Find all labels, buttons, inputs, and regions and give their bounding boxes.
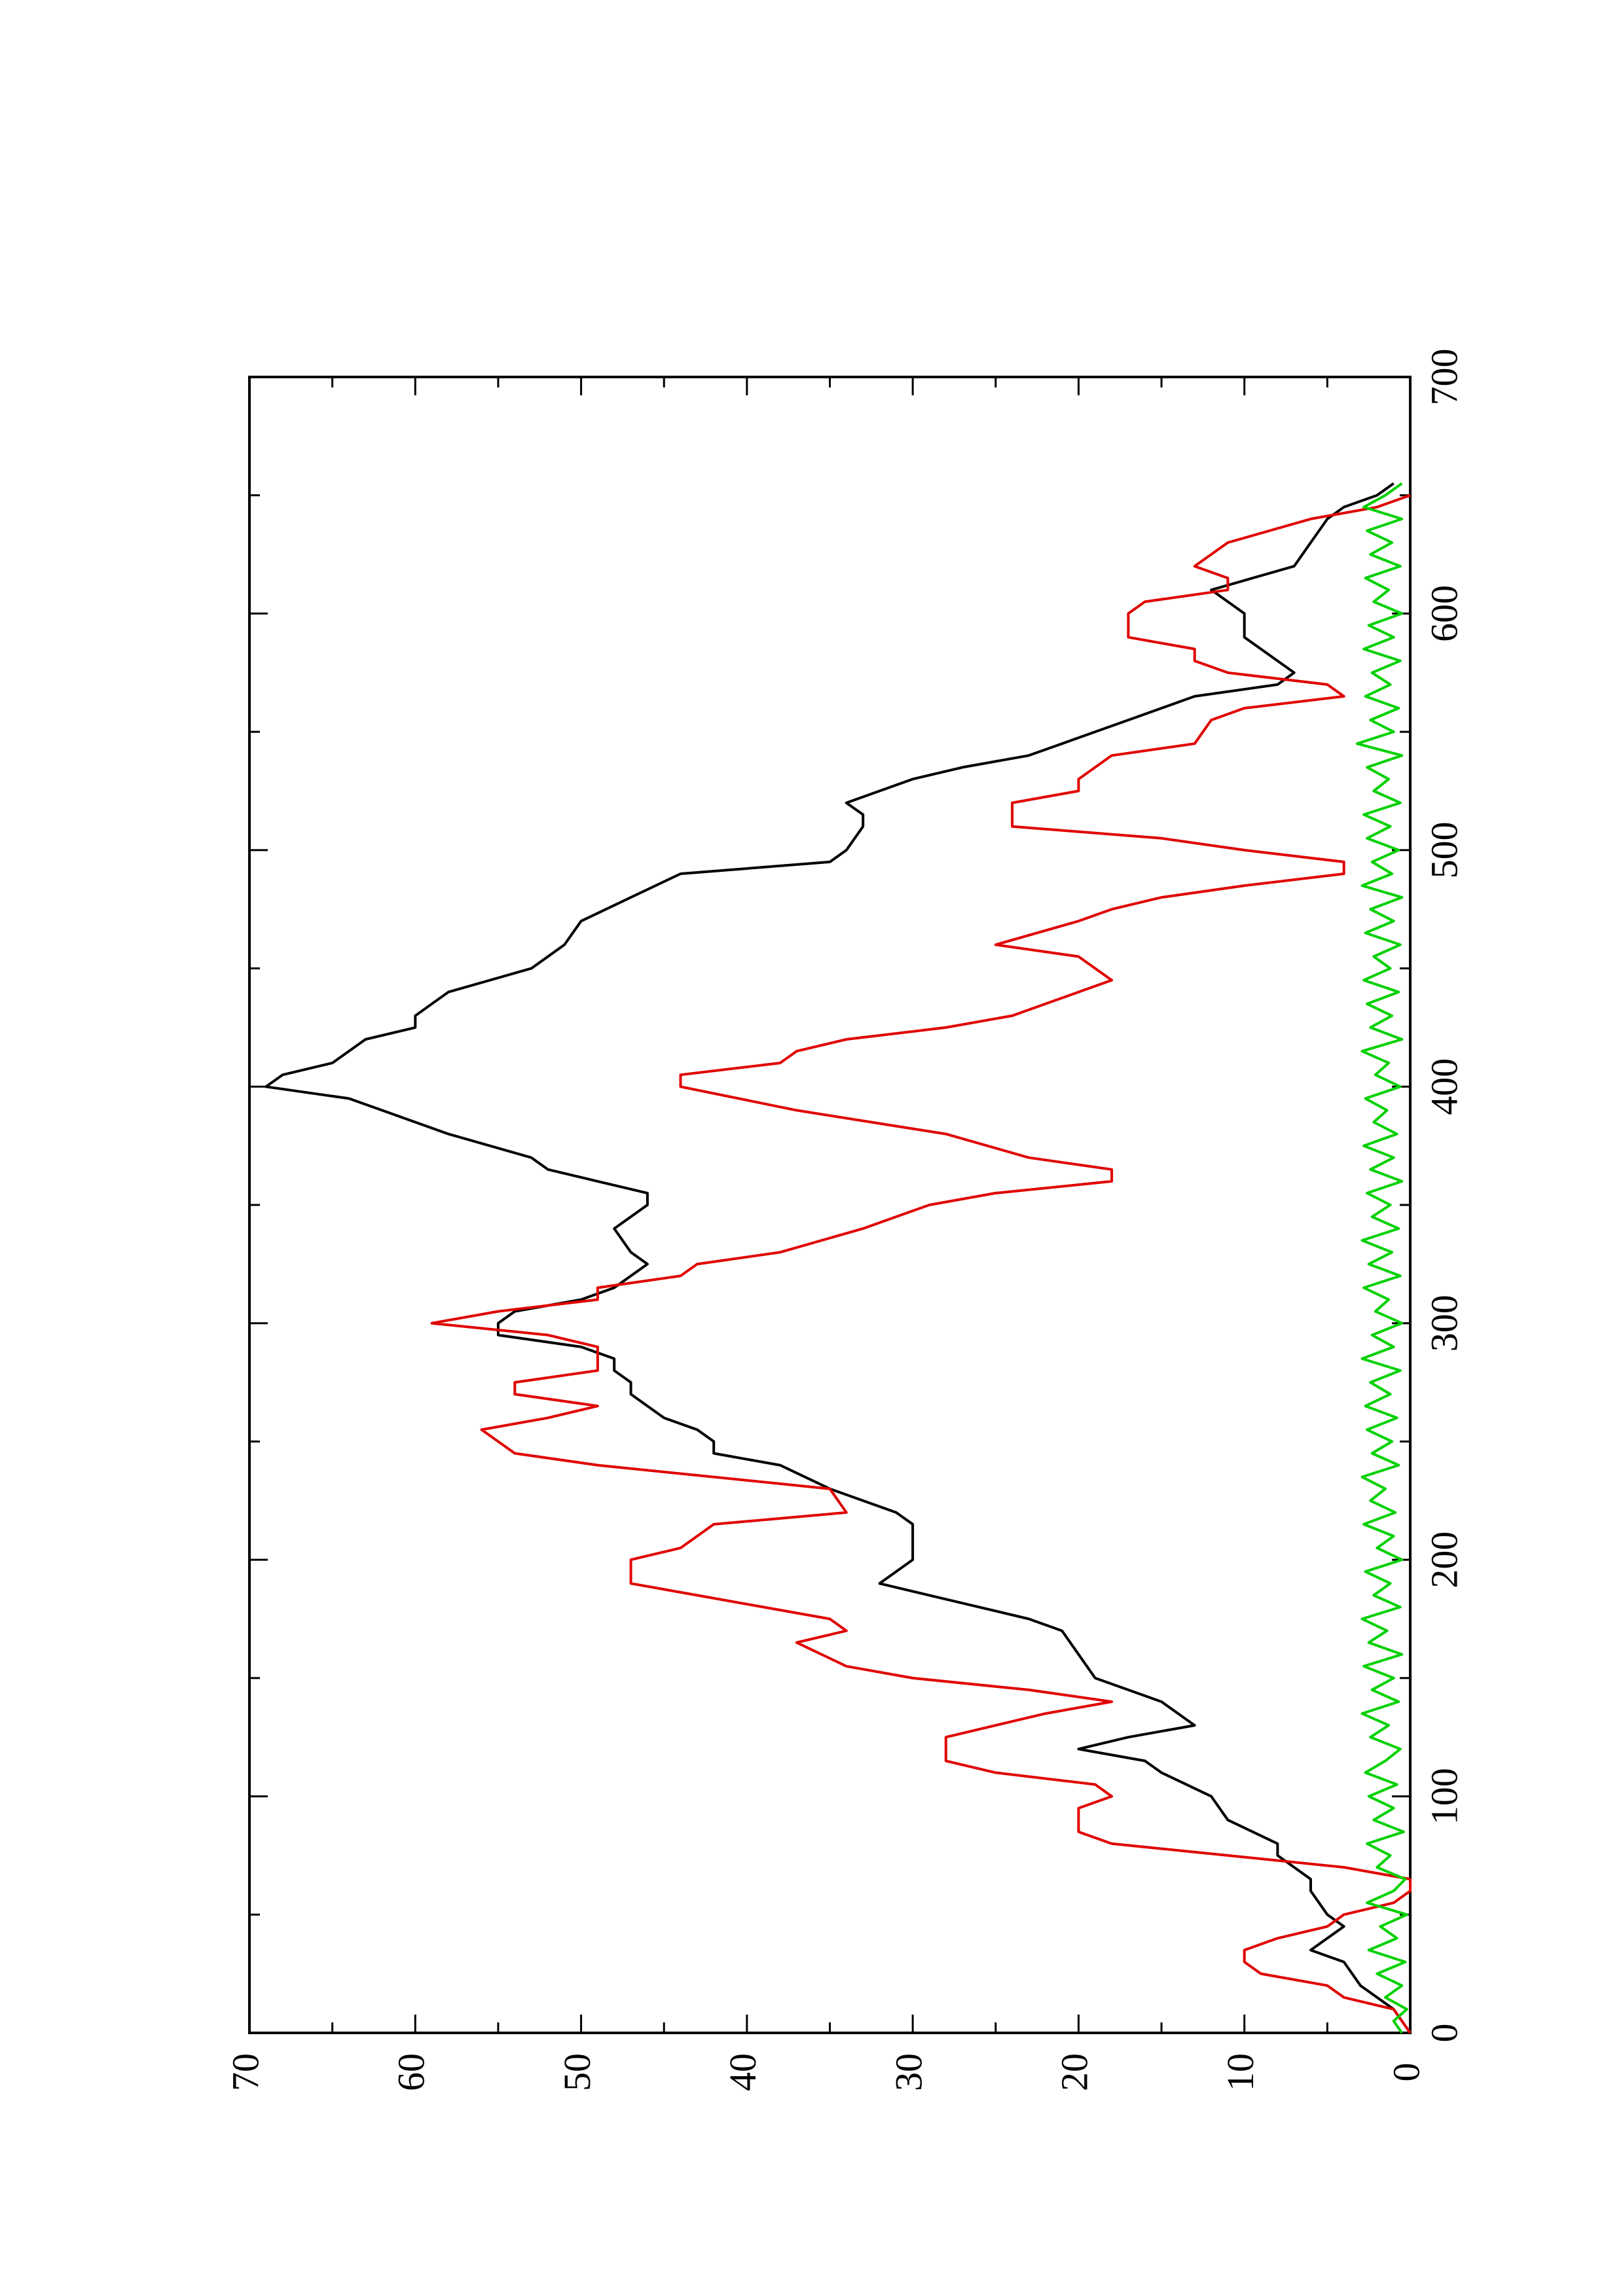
- y-tick-label: 30: [887, 2053, 930, 2091]
- x-tick-label: 700: [1423, 349, 1465, 406]
- y-tick-label: 20: [1053, 2053, 1096, 2091]
- x-tick-label: 0: [1423, 2024, 1465, 2043]
- x-tick-label: 400: [1423, 1058, 1465, 1115]
- axis-ticks: [248, 376, 1412, 2034]
- series-line-2: [430, 493, 1412, 2034]
- axis-tick-labels: 0 100 200 300 400 500 600 700 0 10 20 30 40 50 60 70: [224, 349, 1465, 2092]
- y-tick-label: 0: [1385, 2063, 1427, 2082]
- x-tick-label: 600: [1423, 585, 1465, 642]
- series-line-1: [264, 482, 1412, 2034]
- y-tick-label: 10: [1219, 2053, 1262, 2091]
- x-tick-label: 500: [1423, 821, 1465, 878]
- y-tick-label: 50: [556, 2053, 598, 2091]
- y-tick-label: 70: [224, 2053, 266, 2091]
- plot-frame: [248, 376, 1412, 2034]
- y-tick-label: 40: [721, 2053, 764, 2091]
- x-tick-label: 200: [1423, 1532, 1465, 1588]
- x-tick-label: 300: [1423, 1295, 1465, 1352]
- series-line-3: [1355, 482, 1408, 2034]
- y-tick-label: 60: [390, 2053, 433, 2091]
- series-layer: [264, 482, 1412, 2034]
- x-tick-label: 100: [1423, 1768, 1465, 1825]
